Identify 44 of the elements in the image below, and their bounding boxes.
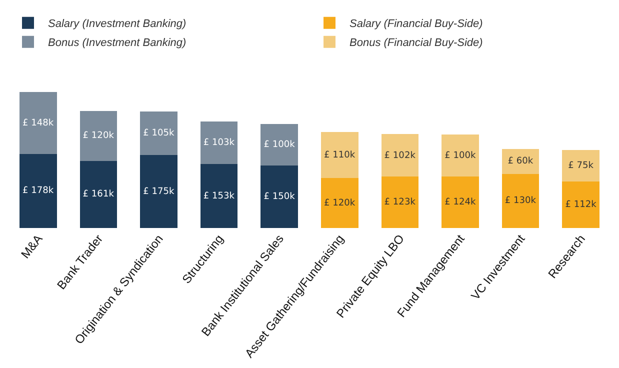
bar (140, 155, 178, 228)
bar (442, 134, 479, 176)
legend-label: Bonus (Financial Buy-Side) (350, 37, 484, 50)
bar (502, 174, 540, 228)
bar (80, 110, 118, 161)
data-label: £ 161k (82, 190, 115, 200)
data-label: £ 175k (143, 186, 175, 197)
legend-label: Salary (Investment Banking) (48, 18, 187, 30)
bar (502, 148, 540, 174)
data-label: £ 150k (264, 192, 296, 202)
data-label: £ 124k (444, 197, 476, 208)
data-label: £ 120k (82, 131, 115, 142)
legend-label: Bonus (Investment Banking) (48, 37, 187, 50)
data-label: £ 60k (508, 156, 534, 167)
bar (562, 150, 600, 182)
bar (562, 181, 600, 228)
bar (381, 134, 419, 177)
data-label: £ 100k (444, 150, 476, 161)
bar (260, 165, 298, 228)
data-label: £ 105k (143, 128, 175, 138)
bar (442, 176, 479, 228)
bar (140, 111, 178, 156)
bar (19, 154, 57, 228)
bar (320, 132, 358, 178)
legend-label: Salary (Financial Buy-Side) (350, 18, 484, 30)
data-label: £ 178k (22, 186, 54, 196)
data-label: £ 110k (324, 150, 356, 160)
data-label: £ 148k (22, 118, 54, 128)
data-label: £ 112k (565, 200, 598, 210)
bar (80, 160, 118, 228)
bar (200, 164, 238, 228)
bar (260, 124, 298, 166)
bar (381, 176, 419, 228)
data-label: £ 103k (203, 138, 236, 148)
data-label: £ 123k (384, 198, 416, 208)
data-label: £ 75k (568, 160, 594, 171)
data-label: £ 100k (264, 140, 296, 150)
data-label: £ 153k (203, 191, 236, 202)
data-label: £ 102k (384, 150, 416, 161)
data-label: £ 130k (504, 196, 537, 206)
bar (200, 121, 238, 164)
bar (19, 92, 57, 154)
data-label: £ 120k (324, 198, 356, 208)
bar (320, 178, 358, 228)
